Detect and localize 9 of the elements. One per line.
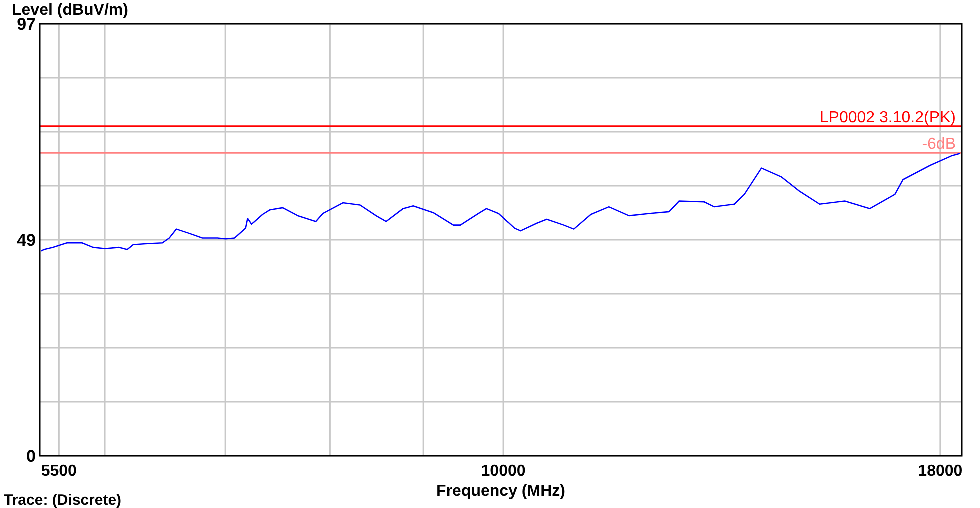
ref-line-label: LP0002 3.10.2(PK) [820, 109, 956, 126]
x-axis-title: Frequency (MHz) [436, 483, 566, 500]
y-tick-label: 0 [26, 447, 36, 466]
x-tick-label: 18000 [918, 463, 963, 480]
x-tick-label: 5500 [41, 463, 78, 480]
ref-line-label: -6dB [922, 136, 956, 154]
text: Trace: (Discrete) [4, 492, 122, 508]
y-tick-label: 49 [17, 231, 36, 250]
x-tick-label: 10000 [481, 463, 526, 480]
